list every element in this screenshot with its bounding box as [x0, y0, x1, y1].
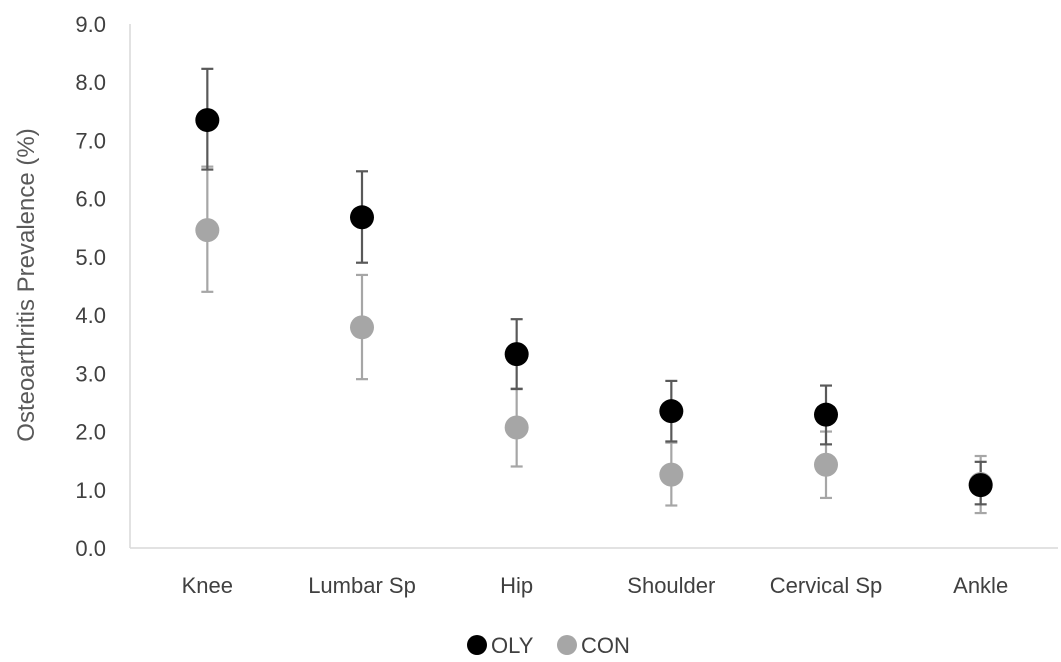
data-point-con	[195, 218, 220, 243]
legend: OLY CON	[467, 633, 630, 658]
axes	[129, 24, 1058, 549]
data-point-oly	[659, 399, 684, 424]
data-point-oly	[814, 402, 838, 427]
y-tick-label: 3.0	[75, 361, 106, 386]
legend-label: CON	[581, 633, 630, 658]
y-tick-label: 5.0	[75, 245, 106, 270]
x-tick-label: Hip	[500, 573, 533, 598]
data-point-oly	[504, 342, 529, 367]
data-point-con	[814, 452, 838, 477]
legend-marker	[467, 635, 487, 655]
y-tick-label: 9.0	[75, 12, 106, 37]
y-axis-title: Osteoarthritis Prevalence (%)	[13, 128, 40, 441]
data-point-con	[659, 462, 684, 487]
x-tick-label: Knee	[182, 573, 233, 598]
legend-marker	[557, 635, 577, 655]
y-tick-label: 2.0	[75, 420, 106, 445]
y-tick-label: 0.0	[75, 536, 106, 561]
legend-item-oly: OLY	[467, 633, 534, 658]
y-tick-label: 6.0	[75, 187, 106, 212]
x-tick-label: Shoulder	[627, 573, 715, 598]
data-point-con	[504, 415, 529, 440]
y-tick-label: 4.0	[75, 303, 106, 328]
y-axis-ticks: 0.0 1.0 2.0 3.0 4.0 5.0 6.0 7.0 8.0 9.0	[75, 12, 106, 561]
x-tick-label: Cervical Sp	[770, 573, 882, 598]
x-tick-label: Lumbar Sp	[308, 573, 416, 598]
x-axis-ticks: Knee Lumbar Sp Hip Shoulder Cervical Sp Ankle	[182, 573, 1009, 598]
x-tick-label: Ankle	[953, 573, 1008, 598]
legend-label: OLY	[491, 633, 534, 658]
y-tick-label: 7.0	[75, 128, 106, 153]
data-points	[195, 108, 993, 498]
data-point-con	[350, 315, 374, 340]
error-bars	[201, 67, 987, 515]
data-point-oly	[968, 473, 993, 498]
data-point-oly	[195, 108, 220, 133]
data-point-oly	[350, 205, 374, 230]
y-tick-label: 8.0	[75, 70, 106, 95]
legend-item-con: CON	[557, 633, 630, 658]
y-tick-label: 1.0	[75, 478, 106, 503]
